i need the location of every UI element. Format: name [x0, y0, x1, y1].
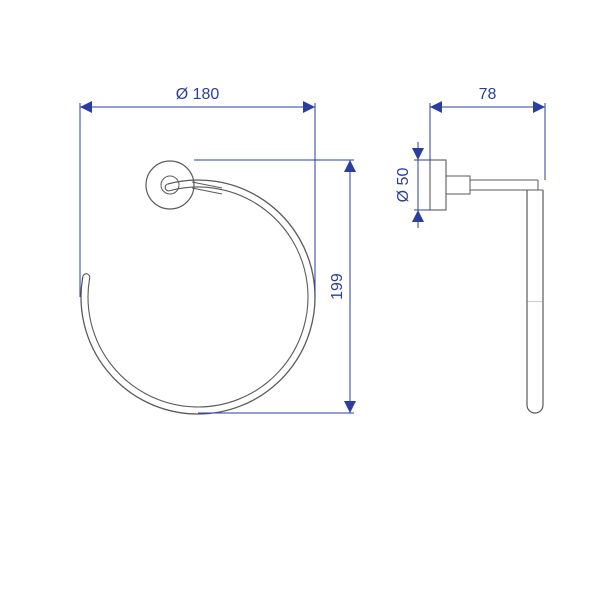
svg-text:199: 199 [329, 273, 346, 300]
svg-text:Ø 180: Ø 180 [176, 86, 220, 103]
svg-text:78: 78 [479, 86, 497, 103]
svg-text:Ø 50: Ø 50 [395, 168, 412, 203]
